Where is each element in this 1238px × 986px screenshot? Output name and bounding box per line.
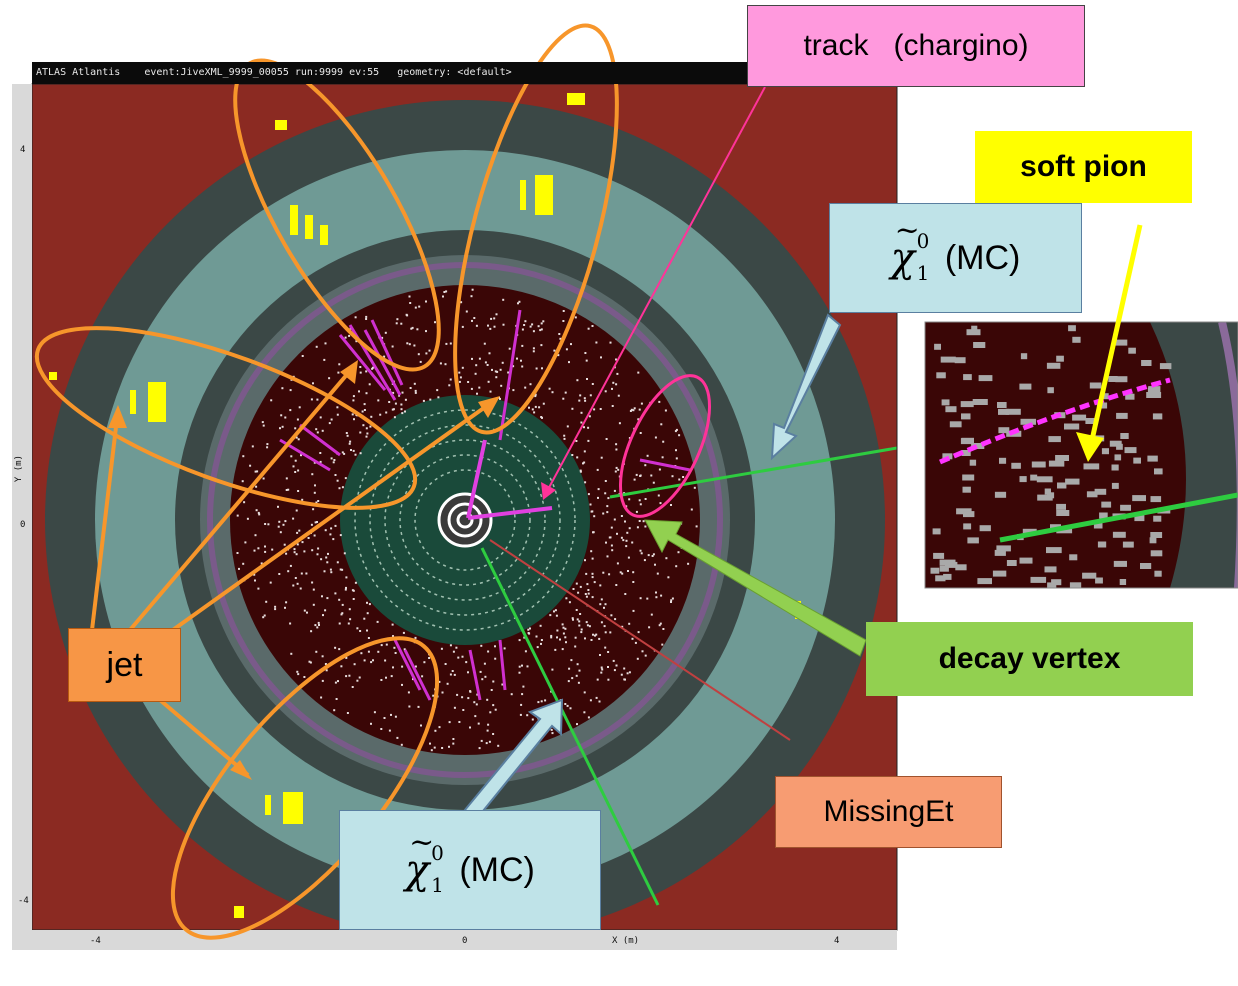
- chargino-pointer: [544, 86, 766, 496]
- jet-ellipse-2: [453, 23, 619, 435]
- missing-et-line: [489, 539, 791, 741]
- inset-neutralino-line: [999, 492, 1238, 543]
- decay-vertex-arrow: [644, 519, 867, 657]
- neutralino-arrow-1: [770, 313, 842, 461]
- y-tick-bottom: -4: [18, 896, 29, 906]
- neutralino-line-2: [480, 547, 660, 906]
- y-axis-label: Y (m): [14, 455, 24, 483]
- chargino-track: [467, 506, 553, 520]
- neutralino-mc-label-2: ~ χ 0 1 (MC): [339, 810, 601, 930]
- left-axis: [12, 84, 32, 930]
- magenta-tracks: [279, 309, 691, 701]
- pixel-detector: [437, 492, 493, 548]
- neutralino-line-1: [609, 446, 897, 499]
- y-tick-middle: 0: [20, 520, 26, 530]
- jet-arrows: [90, 363, 497, 777]
- inset-zoom: [925, 322, 1238, 588]
- jet-ellipse-3: [34, 326, 418, 510]
- soft-pion-track: [939, 377, 1171, 465]
- x-tick-right: 4: [834, 936, 840, 946]
- soft-pion-label: soft pion: [975, 131, 1192, 203]
- missing-et-label: MissingEt: [775, 776, 1002, 848]
- y-tick-top: 4: [20, 145, 26, 155]
- track-chargino-label: track (chargino): [747, 5, 1085, 87]
- chi-symbol: ~ χ 0 1: [405, 825, 444, 897]
- neutralino-mc-label-1: ~ χ 0 1 (MC): [829, 203, 1082, 313]
- x-axis-label: X (m): [612, 936, 640, 946]
- jet-outlines: [34, 23, 619, 940]
- jet-label: jet: [68, 628, 181, 702]
- chi-symbol: ~ χ 0 1: [890, 213, 930, 285]
- detector-display: [32, 84, 897, 930]
- x-tick-center: 0: [462, 936, 468, 946]
- decay-vertex-circle: [618, 374, 712, 518]
- decay-vertex-label: decay vertex: [866, 622, 1193, 696]
- soft-pion-pointer: [1089, 224, 1143, 441]
- bottom-axis: [12, 930, 897, 950]
- x-tick-left: -4: [90, 936, 101, 946]
- atlantis-title-bar: ATLAS Atlantis event:JiveXML_9999_00055 …: [32, 62, 781, 84]
